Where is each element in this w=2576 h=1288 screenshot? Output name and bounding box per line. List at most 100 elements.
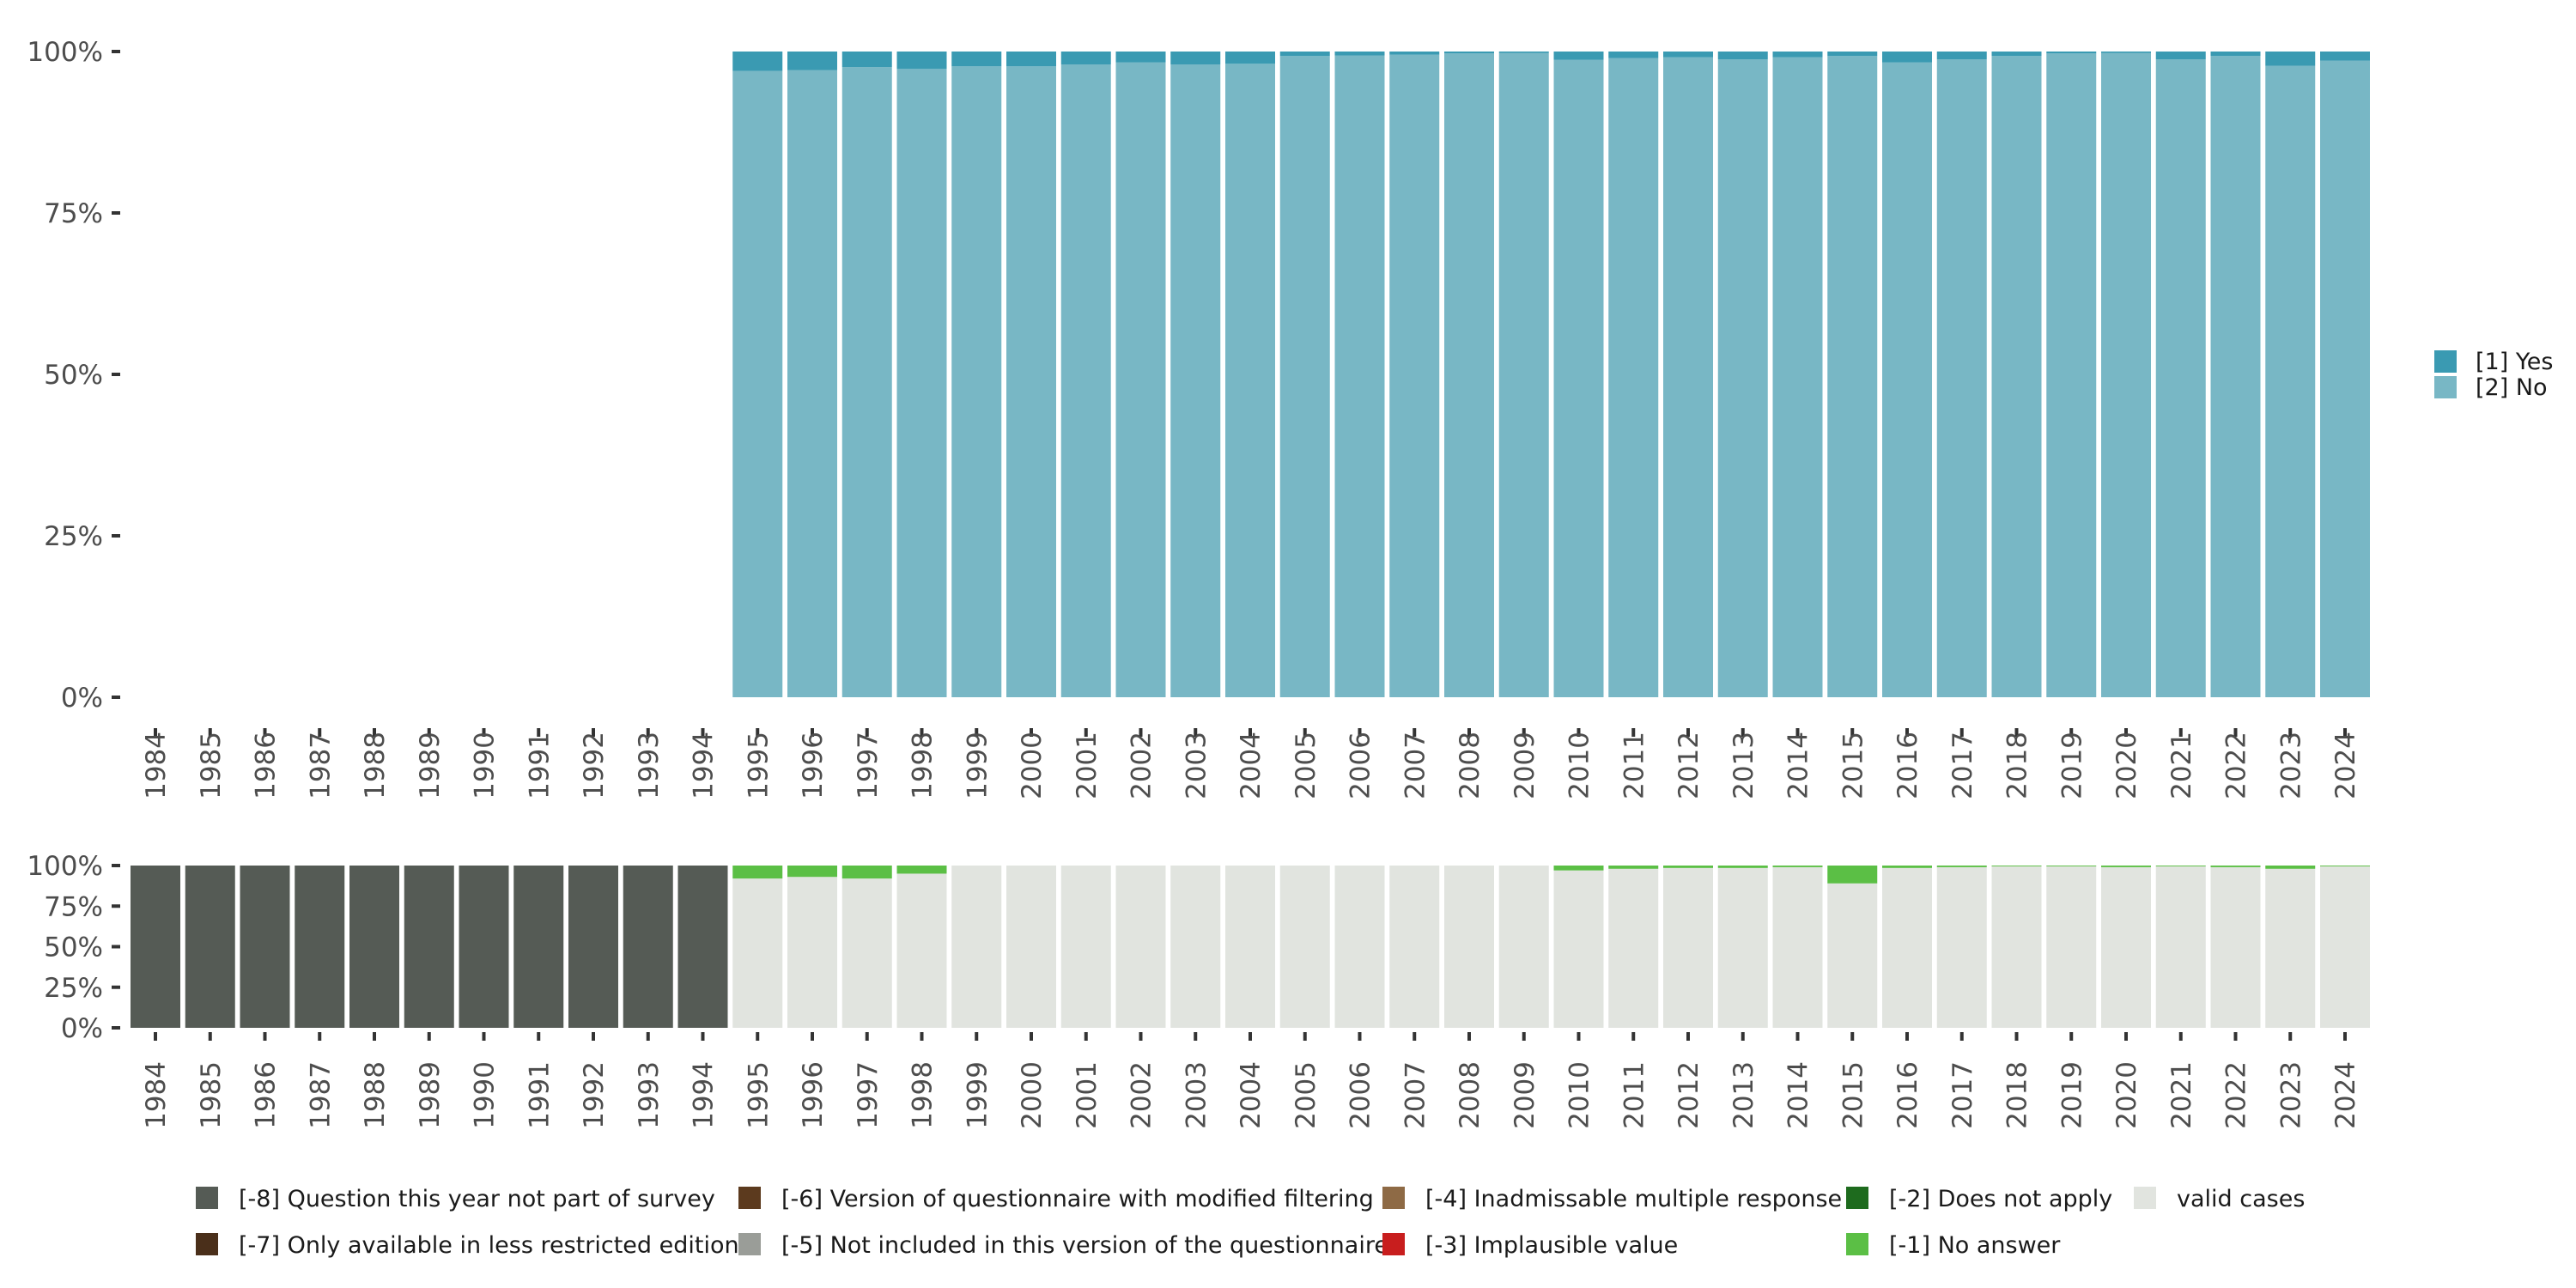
x-tick-label: 2012 bbox=[1674, 732, 1704, 799]
bar-segment-2019-series-1 bbox=[2046, 52, 2097, 54]
bar-segment-1995-series-1 bbox=[732, 866, 783, 879]
x-tick-label: 2006 bbox=[1346, 1061, 1376, 1129]
bar-segment-2018-series-0 bbox=[1991, 866, 2042, 1028]
x-tick-label: 2001 bbox=[1072, 1061, 1103, 1129]
bar-segment-2011-series-1 bbox=[1608, 866, 1659, 869]
x-tick-label: 1985 bbox=[196, 1061, 227, 1129]
bar-segment-2019-series-0 bbox=[2046, 866, 2097, 1028]
missing-values-chart: 0% 25% 50% 75% 100% 1984 1985 1986 1987 1988 1989 1… bbox=[27, 851, 2370, 1129]
main-chart: 0% 25% 50% 75% 100% 1984 1985 1986 1987 1988 1989 1… bbox=[27, 37, 2553, 799]
bar-segment-2011-series-0 bbox=[1608, 868, 1659, 1028]
x-tick-label: 1986 bbox=[251, 1061, 282, 1129]
bar-segment-1998-series-1 bbox=[896, 866, 947, 874]
x-tick-label: 1989 bbox=[415, 1061, 446, 1129]
bar-segment-1995-series-0 bbox=[732, 878, 783, 1028]
x-tick-label: 2000 bbox=[1017, 1061, 1048, 1129]
bar-segment-2024-series-0 bbox=[2320, 866, 2370, 1028]
legend-label: valid cases bbox=[2177, 1186, 2305, 1212]
legend-swatch bbox=[2434, 376, 2457, 398]
x-tick-label: 2015 bbox=[1838, 1061, 1868, 1129]
bar-segment-1996-series-0 bbox=[787, 877, 837, 1028]
x-tick-label: 2020 bbox=[2111, 1061, 2142, 1129]
bar-segment-2014-series-0 bbox=[1772, 866, 1823, 1028]
legend-label: [-4] Inadmissable multiple response bbox=[1425, 1186, 1842, 1212]
bar-segment-2017-series-1 bbox=[1936, 866, 1987, 867]
bar-segment-2018-series-0 bbox=[1991, 56, 2042, 698]
bar-segment-2007-series-1 bbox=[1389, 52, 1440, 55]
legend-swatch bbox=[1382, 1233, 1405, 1255]
x-tick-label: 1993 bbox=[634, 1061, 665, 1129]
y-tick-label: 25% bbox=[44, 973, 103, 1004]
bar-segment-2001-series-1 bbox=[1060, 52, 1111, 65]
legend-swatch bbox=[738, 1187, 761, 1209]
bar-segment-2010-series-0 bbox=[1553, 870, 1604, 1028]
x-tick-label: 1993 bbox=[634, 732, 665, 799]
bar-segment-2002-series-0 bbox=[1115, 866, 1166, 1028]
bar-segment-1998-series-0 bbox=[896, 69, 947, 697]
bar-segment-2008-series-0 bbox=[1444, 53, 1494, 698]
bar-segment-1984-series-2 bbox=[131, 866, 180, 1028]
bar-segment-2021-series-1 bbox=[2155, 52, 2206, 60]
x-tick-label: 2008 bbox=[1455, 732, 1485, 799]
bar-segment-1995-series-1 bbox=[732, 52, 783, 71]
bar-segment-2007-series-0 bbox=[1389, 54, 1440, 697]
bar-segment-2003-series-0 bbox=[1170, 866, 1221, 1028]
bar-segment-1987-series-2 bbox=[295, 866, 345, 1028]
bar-segment-2005-series-0 bbox=[1279, 866, 1330, 1028]
bar-segment-1997-series-0 bbox=[841, 67, 892, 698]
x-tick-label: 1992 bbox=[579, 732, 610, 799]
bar-segment-2012-series-1 bbox=[1663, 866, 1713, 868]
x-tick-label: 2014 bbox=[1783, 732, 1814, 799]
bar-segment-2013-series-1 bbox=[1717, 52, 1768, 60]
x-tick-label: 2018 bbox=[2002, 732, 2033, 799]
bar-segment-2017-series-1 bbox=[1936, 52, 1987, 60]
x-tick-label: 2011 bbox=[1619, 1061, 1649, 1129]
y-tick-label: 50% bbox=[44, 933, 103, 963]
legend-label: [-5] Not included in this version of the… bbox=[781, 1232, 1388, 1259]
x-tick-label: 1991 bbox=[524, 1061, 555, 1129]
bar-segment-2023-series-0 bbox=[2265, 65, 2316, 697]
bar-segment-1991-series-2 bbox=[513, 866, 564, 1028]
x-tick-label: 2010 bbox=[1564, 1061, 1595, 1129]
bar-segment-2006-series-0 bbox=[1334, 866, 1385, 1028]
x-tick-label: 1997 bbox=[853, 1061, 884, 1129]
bar-segment-2020-series-0 bbox=[2101, 866, 2151, 1028]
bar-segment-2004-series-0 bbox=[1225, 866, 1275, 1028]
bar-segment-2010-series-1 bbox=[1553, 866, 1604, 871]
x-tick-label: 2004 bbox=[1236, 1061, 1267, 1129]
x-tick-label: 2019 bbox=[2057, 1061, 2087, 1129]
bar-segment-2009-series-1 bbox=[1498, 52, 1549, 53]
legend-swatch bbox=[2134, 1187, 2156, 1209]
bar-segment-1986-series-2 bbox=[240, 866, 290, 1028]
bar-segment-2017-series-0 bbox=[1936, 866, 1987, 1028]
x-tick-label: 2018 bbox=[2002, 1061, 2033, 1129]
y-tick-label: 75% bbox=[44, 198, 103, 229]
bar-segment-1990-series-2 bbox=[459, 866, 509, 1028]
bar-segment-2024-series-0 bbox=[2320, 60, 2370, 697]
bar-segment-2023-series-1 bbox=[2265, 52, 2316, 66]
x-tick-label: 1990 bbox=[470, 1061, 501, 1129]
x-tick-label: 1986 bbox=[251, 732, 282, 799]
bar-segment-2012-series-0 bbox=[1663, 867, 1713, 1028]
bar-segment-2009-series-0 bbox=[1498, 52, 1549, 697]
bar-segment-2020-series-1 bbox=[2101, 866, 2151, 867]
legend-swatch bbox=[1846, 1187, 1868, 1209]
bar-segment-2015-series-0 bbox=[1827, 883, 1878, 1028]
x-tick-label: 2015 bbox=[1838, 732, 1868, 799]
bar-segment-2022-series-1 bbox=[2210, 866, 2261, 867]
bar-segment-2015-series-1 bbox=[1827, 866, 1878, 884]
x-tick-label: 2000 bbox=[1017, 732, 1048, 799]
x-tick-label: 1997 bbox=[853, 732, 884, 799]
legend-label: [-7] Only available in less restricted e… bbox=[239, 1232, 739, 1259]
x-tick-label: 2011 bbox=[1619, 732, 1649, 799]
bar-segment-2002-series-0 bbox=[1115, 62, 1166, 697]
legend-swatch bbox=[738, 1233, 761, 1255]
x-tick-label: 2013 bbox=[1728, 1061, 1759, 1129]
legend-swatch bbox=[1382, 1187, 1405, 1209]
bar-segment-1985-series-2 bbox=[185, 866, 235, 1028]
bar-segment-2001-series-0 bbox=[1060, 866, 1111, 1028]
bar-segment-2021-series-0 bbox=[2155, 866, 2206, 1028]
x-tick-label: 1989 bbox=[415, 732, 446, 799]
x-tick-label: 2010 bbox=[1564, 732, 1595, 799]
x-tick-label: 1991 bbox=[524, 732, 555, 799]
